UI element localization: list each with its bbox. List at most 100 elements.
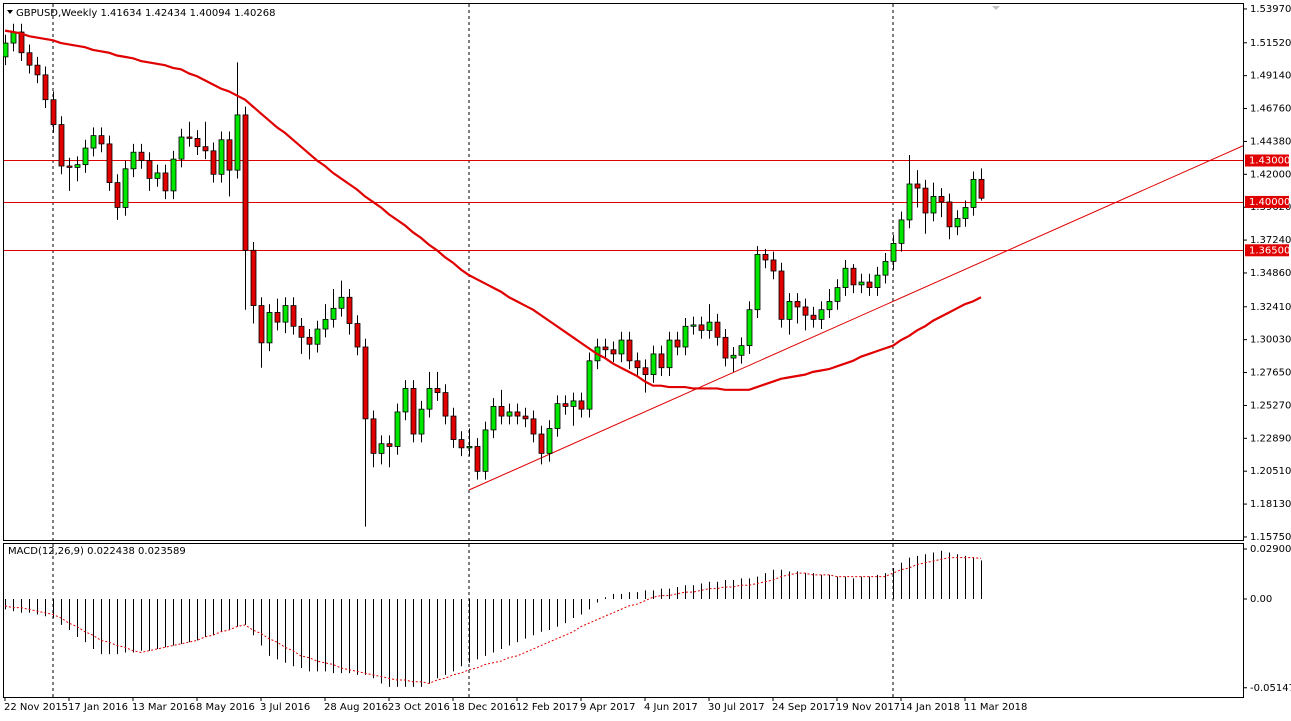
candle-body <box>786 301 793 320</box>
candle-body <box>282 305 289 323</box>
level-label-box <box>1245 154 1289 167</box>
candle-body <box>314 328 321 345</box>
candle-body <box>586 360 593 410</box>
candle-body <box>434 388 441 393</box>
candle-body <box>258 305 265 344</box>
x-tick-label: 22 Nov 2015 <box>4 702 68 713</box>
candle-body <box>826 301 833 311</box>
candle-body <box>130 151 137 170</box>
candle-body <box>162 172 169 192</box>
y-tick-label: 1.44380 <box>1250 136 1291 147</box>
candle-body <box>346 296 353 324</box>
y-tick-label: 1.22890 <box>1250 433 1291 444</box>
x-tick-label: 4 Jun 2017 <box>644 702 698 713</box>
candle-body <box>362 346 369 420</box>
candle-body <box>762 254 769 261</box>
y-tick-label: 1.53970 <box>1250 4 1291 15</box>
y-tick-label: 0.00 <box>1250 594 1272 605</box>
y-tick-label: -0.051476 <box>1250 683 1291 694</box>
candle-body <box>42 74 49 101</box>
candle-body <box>234 114 241 171</box>
y-tick-label: 1.51520 <box>1250 38 1291 49</box>
candle-body <box>226 139 233 171</box>
macd-signal <box>4 557 982 685</box>
candle-body <box>66 165 73 168</box>
candle-body <box>746 309 753 347</box>
level-label-box <box>1245 195 1289 208</box>
candle-body <box>450 415 457 440</box>
candle-body <box>874 274 881 288</box>
candle-body <box>298 325 305 338</box>
candle-body <box>418 408 425 435</box>
candle-body <box>538 433 545 454</box>
trendline <box>468 145 1243 491</box>
x-tick-label: 30 Jul 2017 <box>708 702 765 713</box>
x-tick-label: 23 Oct 2016 <box>388 702 450 713</box>
candle-body <box>3 42 9 58</box>
candle-body <box>610 349 617 355</box>
candle-body <box>970 179 977 208</box>
y-tick-label: 1.42000 <box>1250 169 1291 180</box>
x-tick-label: 9 Apr 2017 <box>580 702 635 713</box>
candle-body <box>306 336 313 345</box>
candle-body <box>330 307 337 320</box>
candle-body <box>818 309 825 320</box>
candle-body <box>202 146 209 152</box>
level-label: 1.43000 <box>1249 155 1290 166</box>
candle-body <box>570 400 577 407</box>
candle-body <box>490 406 497 431</box>
candle-body <box>194 137 201 148</box>
x-tick-label: 14 Jan 2018 <box>900 702 960 713</box>
macd-pane <box>3 543 1244 698</box>
y-tick-label: 1.46760 <box>1250 104 1291 115</box>
candle-body <box>26 52 33 66</box>
y-tick-label: 1.25270 <box>1250 400 1291 411</box>
candle-body <box>106 143 113 183</box>
candle-body <box>146 160 153 179</box>
candle-body <box>842 267 849 288</box>
level-label: 1.40000 <box>1249 197 1290 208</box>
y-tick-label: 1.30030 <box>1250 335 1291 346</box>
candle-body <box>866 281 873 288</box>
candle-body <box>938 196 945 203</box>
candle-body <box>682 325 689 348</box>
candle-body <box>810 314 817 320</box>
y-tick-label: 1.34860 <box>1250 268 1291 279</box>
candle-body <box>218 139 225 175</box>
candle-body <box>58 124 65 167</box>
price-header: GBPUSD,Weekly 1.41634 1.42434 1.40094 1.… <box>16 8 275 19</box>
candle-body <box>722 336 729 359</box>
candle-body <box>442 392 449 417</box>
candle-body <box>506 411 513 417</box>
x-tick-label: 19 Nov 2017 <box>836 702 900 713</box>
candle-body <box>626 339 633 362</box>
candle-body <box>738 345 745 356</box>
candle-body <box>778 270 785 320</box>
candle-body <box>458 439 465 449</box>
candle-body <box>922 187 929 214</box>
x-tick-label: 3 Jul 2016 <box>260 702 310 713</box>
candle-body <box>394 411 401 447</box>
candle-body <box>114 182 121 208</box>
candle-body <box>186 136 193 139</box>
x-tick-label: 13 Mar 2016 <box>132 702 195 713</box>
candle-body <box>370 418 377 454</box>
candle-body <box>34 64 41 76</box>
candle-body <box>634 360 641 369</box>
candle-body <box>770 259 777 272</box>
candle-body <box>690 324 697 327</box>
candle-body <box>706 321 713 331</box>
candle-body <box>482 429 489 472</box>
level-label-box <box>1245 244 1289 257</box>
level-label: 1.36500 <box>1249 245 1290 256</box>
high: 1.42434 <box>145 8 186 19</box>
y-tick-label: 1.32410 <box>1250 302 1291 313</box>
candle-body <box>378 443 385 454</box>
candle-body <box>730 354 737 359</box>
candle-body <box>82 147 89 166</box>
candle-body <box>522 415 529 420</box>
candle-body <box>978 178 985 199</box>
candle-body <box>266 312 273 344</box>
candle-body <box>898 219 905 244</box>
candle-body <box>698 324 705 331</box>
